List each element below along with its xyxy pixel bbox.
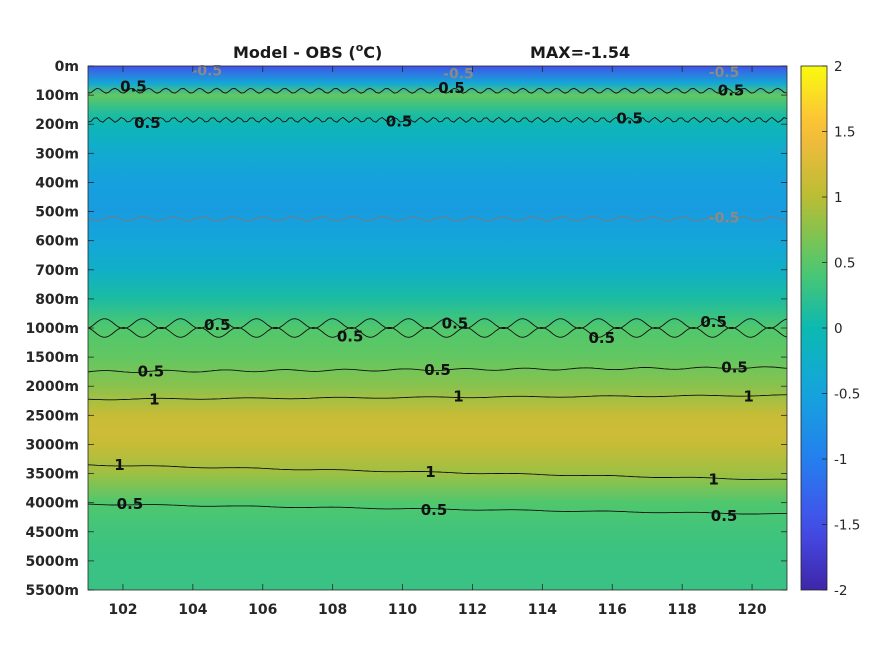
- y-tick-label: 2000m: [25, 379, 79, 395]
- x-tick-label: 102: [108, 602, 137, 618]
- contour-label: 1: [453, 387, 463, 405]
- contour-label: 0.5: [721, 358, 748, 376]
- y-tick-label: 5500m: [25, 583, 79, 599]
- contour-line: [88, 503, 787, 515]
- y-tick-label: 4000m: [25, 496, 79, 512]
- y-tick-label: 1000m: [25, 321, 79, 337]
- contour-label: 0.5: [117, 495, 144, 513]
- y-tick-label: 200m: [35, 117, 79, 133]
- colorbar-tick-label: -0.5: [834, 387, 860, 403]
- y-tick-label: 700m: [35, 263, 79, 279]
- y-tick-label: 2500m: [25, 408, 79, 424]
- contour-label: 0.5: [711, 507, 738, 525]
- contour-label-negative: -0.5: [192, 63, 223, 79]
- y-tick-label: 100m: [35, 88, 79, 104]
- chart-title: Model - OBS (oC): [233, 41, 382, 62]
- contour-label-negative: -0.5: [709, 210, 740, 226]
- y-tick-label: 0m: [55, 59, 79, 75]
- contour-label: 0.5: [138, 363, 165, 381]
- contour-label: 1: [149, 390, 159, 408]
- y-tick-label: 3000m: [25, 437, 79, 453]
- colorbar-tick-label: 1: [834, 190, 843, 206]
- contour-label: 0.5: [718, 82, 745, 100]
- x-tick-label: 114: [528, 602, 557, 618]
- contour-label: 1: [425, 463, 435, 481]
- y-tick-label: 1500m: [25, 350, 79, 366]
- x-tick-label: 112: [458, 602, 487, 618]
- x-axis: 102 104 106 108 110 112 114 116 118 120: [108, 66, 767, 618]
- contour-label: 0.5: [700, 313, 727, 331]
- y-tick-label: 5000m: [25, 554, 79, 570]
- y-axis: 0m 100m 200m 300m 400m 500m 600m 700m 800m 1000m 1…: [25, 59, 787, 599]
- contour-lines: [88, 87, 787, 515]
- y-tick-label: 4500m: [25, 525, 79, 541]
- contour-line: [88, 87, 787, 94]
- contour-line: [88, 366, 787, 373]
- y-tick-label: 3500m: [25, 467, 79, 483]
- colorbar-tick-label: -2: [834, 583, 847, 599]
- contour-line: [88, 318, 787, 330]
- contour-label: 0.5: [588, 329, 615, 347]
- contour-label: 0.5: [421, 501, 448, 519]
- max-label: MAX=-1.54: [530, 43, 630, 62]
- y-tick-label: 300m: [35, 146, 79, 162]
- colorbar-tick-label: 2: [834, 59, 843, 75]
- contour-labels: 0.5 0.5 0.5 0.5 0.5 0.5 0.5 0.5 0.5 0.5 0.5 0.5 0.5 0…: [114, 63, 754, 524]
- x-tick-label: 118: [668, 602, 697, 618]
- contour-line: [88, 116, 787, 123]
- contour-label: 0.5: [337, 328, 364, 346]
- contour-label: 0.5: [386, 112, 413, 130]
- contour-label: 0.5: [438, 79, 465, 97]
- colorbar-tick-label: 1.5: [834, 125, 855, 141]
- colorbar-ticks: 2 1.5 1 0.5 0 -0.5 -1 -1.5 -2: [822, 59, 860, 599]
- colorbar-tick-label: -1.5: [834, 518, 860, 534]
- x-tick-label: 120: [737, 602, 766, 618]
- y-tick-label: 600m: [35, 234, 79, 250]
- heatmap-field: [88, 66, 787, 590]
- y-tick-label: 400m: [35, 175, 79, 191]
- contour-line: [88, 326, 787, 338]
- x-tick-label: 116: [598, 602, 627, 618]
- x-tick-label: 104: [178, 602, 207, 618]
- colorbar-tick-label: 0.5: [834, 256, 855, 272]
- colorbar-tick-label: 0: [834, 321, 843, 337]
- contour-label: 0.5: [424, 361, 451, 379]
- contour-label: 1: [743, 387, 753, 405]
- contour-label: 1: [114, 456, 124, 474]
- x-tick-label: 108: [318, 602, 347, 618]
- x-tick-label: 106: [248, 602, 277, 618]
- y-tick-label: 800m: [35, 292, 79, 308]
- contour-line-negative: [88, 216, 787, 222]
- contour-label: 1: [708, 470, 718, 488]
- contour-label-negative: -0.5: [443, 66, 474, 82]
- colorbar-tick-label: -1: [834, 452, 847, 468]
- heatmap-plot: 0.5 0.5 0.5 0.5 0.5 0.5 0.5 0.5 0.5 0.5 0.5 0.5 0.5 0…: [87, 63, 788, 591]
- y-tick-label: 500m: [35, 205, 79, 221]
- contour-label-negative: -0.5: [709, 65, 740, 81]
- contour-label: 0.5: [134, 114, 161, 132]
- contour-label: 0.5: [442, 315, 469, 333]
- contour-line: [88, 464, 787, 480]
- x-tick-label: 110: [388, 602, 417, 618]
- contour-label: 0.5: [616, 109, 643, 127]
- colorbar: 2 1.5 1 0.5 0 -0.5 -1 -1.5 -2: [800, 59, 860, 599]
- contour-line: [88, 394, 787, 401]
- contour-label: 0.5: [120, 77, 147, 95]
- contour-label: 0.5: [204, 316, 231, 334]
